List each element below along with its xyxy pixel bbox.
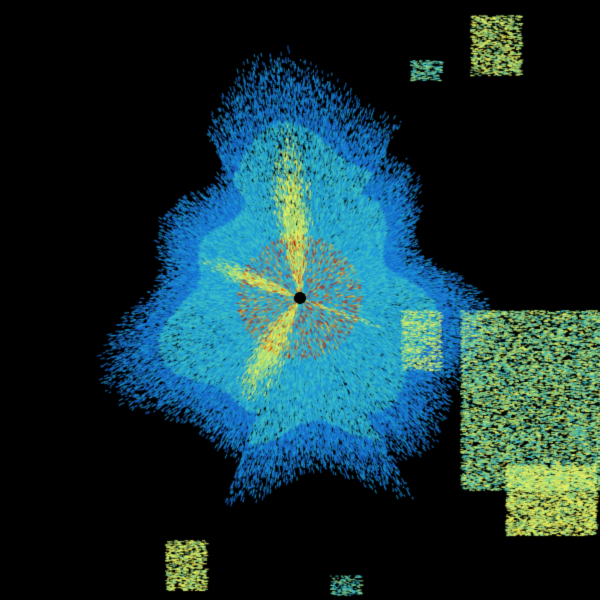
- radar-image: [0, 0, 600, 600]
